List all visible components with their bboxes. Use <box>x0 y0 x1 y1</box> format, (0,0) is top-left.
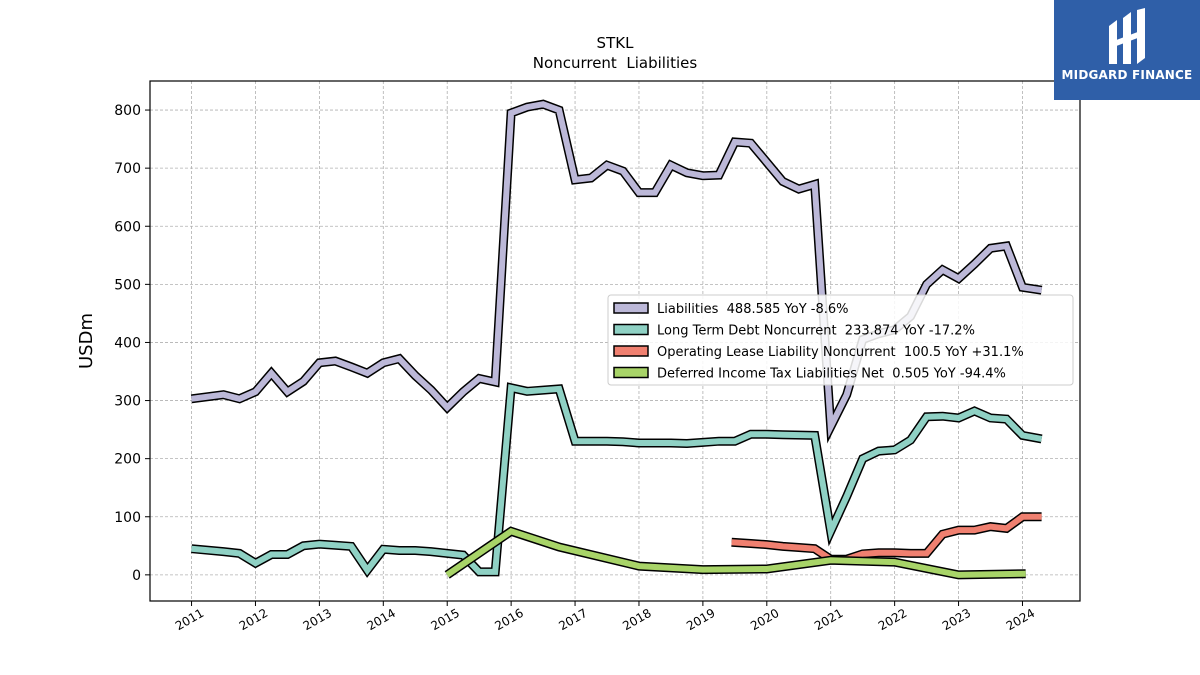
legend-label-0: Liabilities 488.585 YoY -8.6% <box>657 302 849 317</box>
x-axis: 2011 2012 2013 2014 2015 2016 2017 2018 2019 2020… <box>173 601 1037 633</box>
legend-label-3: Deferred Income Tax Liabilities Net 0.50… <box>657 367 1006 382</box>
x-tick-label: 2012 <box>237 606 270 633</box>
x-tick-label: 2015 <box>428 606 461 633</box>
x-tick-label: 2011 <box>173 606 206 633</box>
plot-frame <box>149 80 1081 602</box>
legend-box <box>607 294 1074 386</box>
midgard-finance-logo: MIDGARD FINANCE <box>1054 0 1200 100</box>
series-line-3 <box>445 527 1026 578</box>
x-tick-label: 2024 <box>1004 606 1037 633</box>
x-tick-label: 2022 <box>876 606 909 633</box>
logo-text: MIDGARD FINANCE <box>1061 68 1193 82</box>
midgard-logo-icon <box>1109 8 1145 64</box>
chart-subtitle: Noncurrent Liabilities <box>533 54 698 72</box>
y-axis: 0 100 200 300 400 500 600 700 800 <box>114 103 150 584</box>
x-tick-label: 2017 <box>556 606 589 633</box>
series-line-2 <box>731 513 1042 563</box>
x-tick-label: 2014 <box>365 606 398 633</box>
y-tick-label: 600 <box>114 219 141 235</box>
x-tick-label: 2016 <box>492 606 525 633</box>
legend-label-1: Long Term Debt Noncurrent 233.874 YoY -1… <box>657 324 975 339</box>
y-tick-label: 200 <box>114 452 141 468</box>
x-tick-label: 2018 <box>620 606 653 633</box>
x-tick-label: 2021 <box>812 606 845 633</box>
y-tick-label: 800 <box>114 103 141 119</box>
y-tick-label: 300 <box>114 394 141 410</box>
series-line-1 <box>191 384 1043 576</box>
y-tick-label: 500 <box>114 277 141 293</box>
legend-swatch-0 <box>613 302 649 314</box>
x-tick-label: 2023 <box>940 606 973 633</box>
legend-swatch-1 <box>613 323 649 336</box>
y-tick-label: 400 <box>114 335 141 351</box>
x-tick-label: 2020 <box>748 606 781 633</box>
x-tick-label: 2019 <box>684 606 717 633</box>
y-tick-label: 100 <box>114 510 141 526</box>
chart-title: STKL <box>597 34 635 52</box>
legend: Liabilities 488.585 YoY -8.6% Long Term D… <box>607 294 1074 386</box>
y-tick-label: 0 <box>132 568 141 584</box>
y-axis-label: USDm <box>76 313 97 369</box>
x-tick-label: 2013 <box>301 606 334 633</box>
legend-swatch-3 <box>613 366 649 379</box>
legend-label-2: Operating Lease Liability Noncurrent 100… <box>657 345 1024 360</box>
y-tick-label: 700 <box>114 161 141 177</box>
legend-swatch-2 <box>613 345 649 357</box>
